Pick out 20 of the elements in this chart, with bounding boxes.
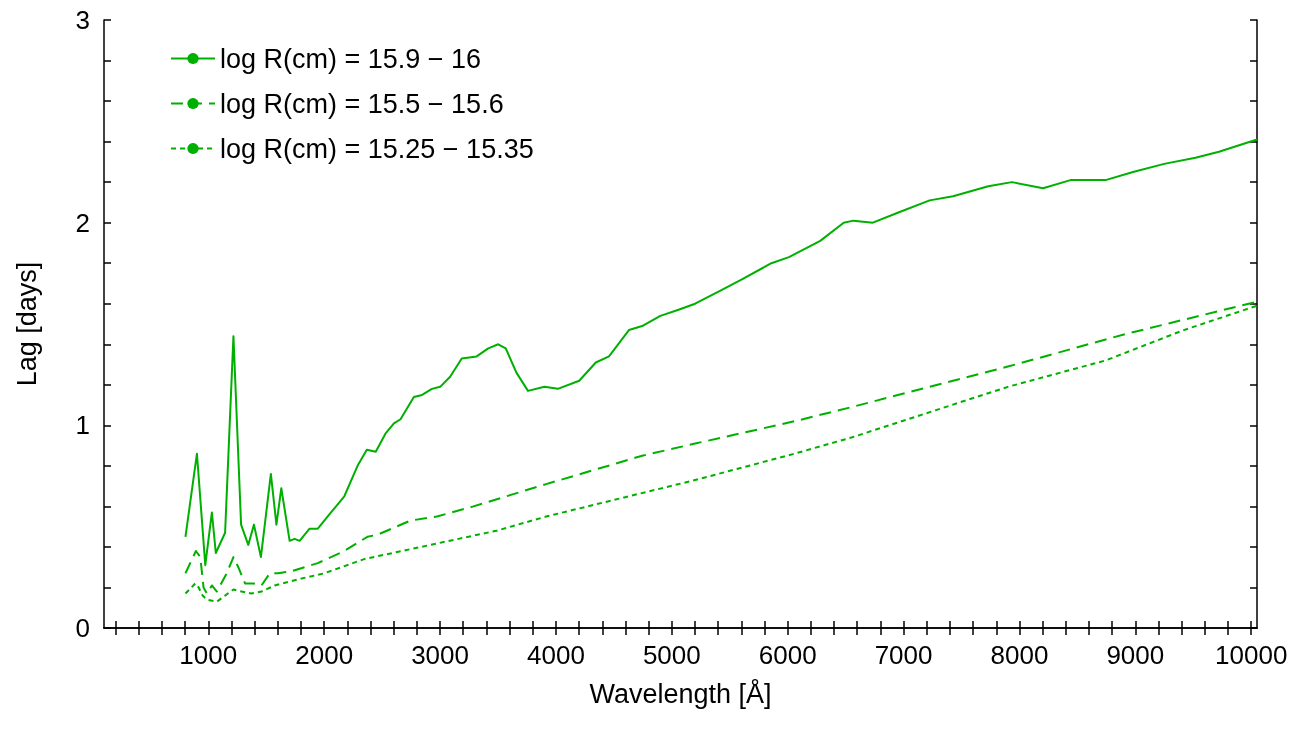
x-tick-label: 6000 xyxy=(758,640,817,670)
legend-label: log R(cm) = 15.9 − 16 xyxy=(220,43,482,74)
legend-label: log R(cm) = 15.25 − 15.35 xyxy=(220,133,534,164)
y-tick-label: 1 xyxy=(75,410,90,441)
x-tick-label: 8000 xyxy=(990,640,1049,670)
y-tick-label: 0 xyxy=(75,613,90,643)
x-tick-label: 10000 xyxy=(1215,640,1288,670)
x-tick-label: 9000 xyxy=(1106,640,1165,670)
y-tick-label: 2 xyxy=(75,207,90,238)
x-tick-label: 1000 xyxy=(179,640,238,670)
line-series xyxy=(184,138,1258,567)
x-tick-label: 7000 xyxy=(874,640,933,670)
y-tick-label: 3 xyxy=(75,5,90,35)
x-axis-title: Wavelength [Å] xyxy=(589,677,772,709)
x-tick-label: 3000 xyxy=(411,640,469,670)
y-axis-title: Lag [days] xyxy=(11,261,42,387)
legend-label: log R(cm) = 15.5 − 15.6 xyxy=(220,88,504,119)
x-tick-label: 2000 xyxy=(295,640,354,670)
x-tick-label: 4000 xyxy=(527,640,585,670)
x-tick-label: 5000 xyxy=(642,640,701,670)
